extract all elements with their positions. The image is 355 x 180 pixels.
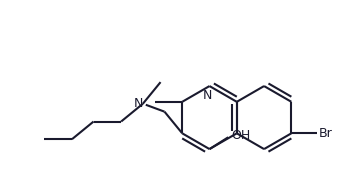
- Text: N: N: [203, 89, 212, 102]
- Text: OH: OH: [231, 129, 250, 142]
- Text: Br: Br: [319, 127, 333, 140]
- Text: N: N: [133, 97, 143, 110]
